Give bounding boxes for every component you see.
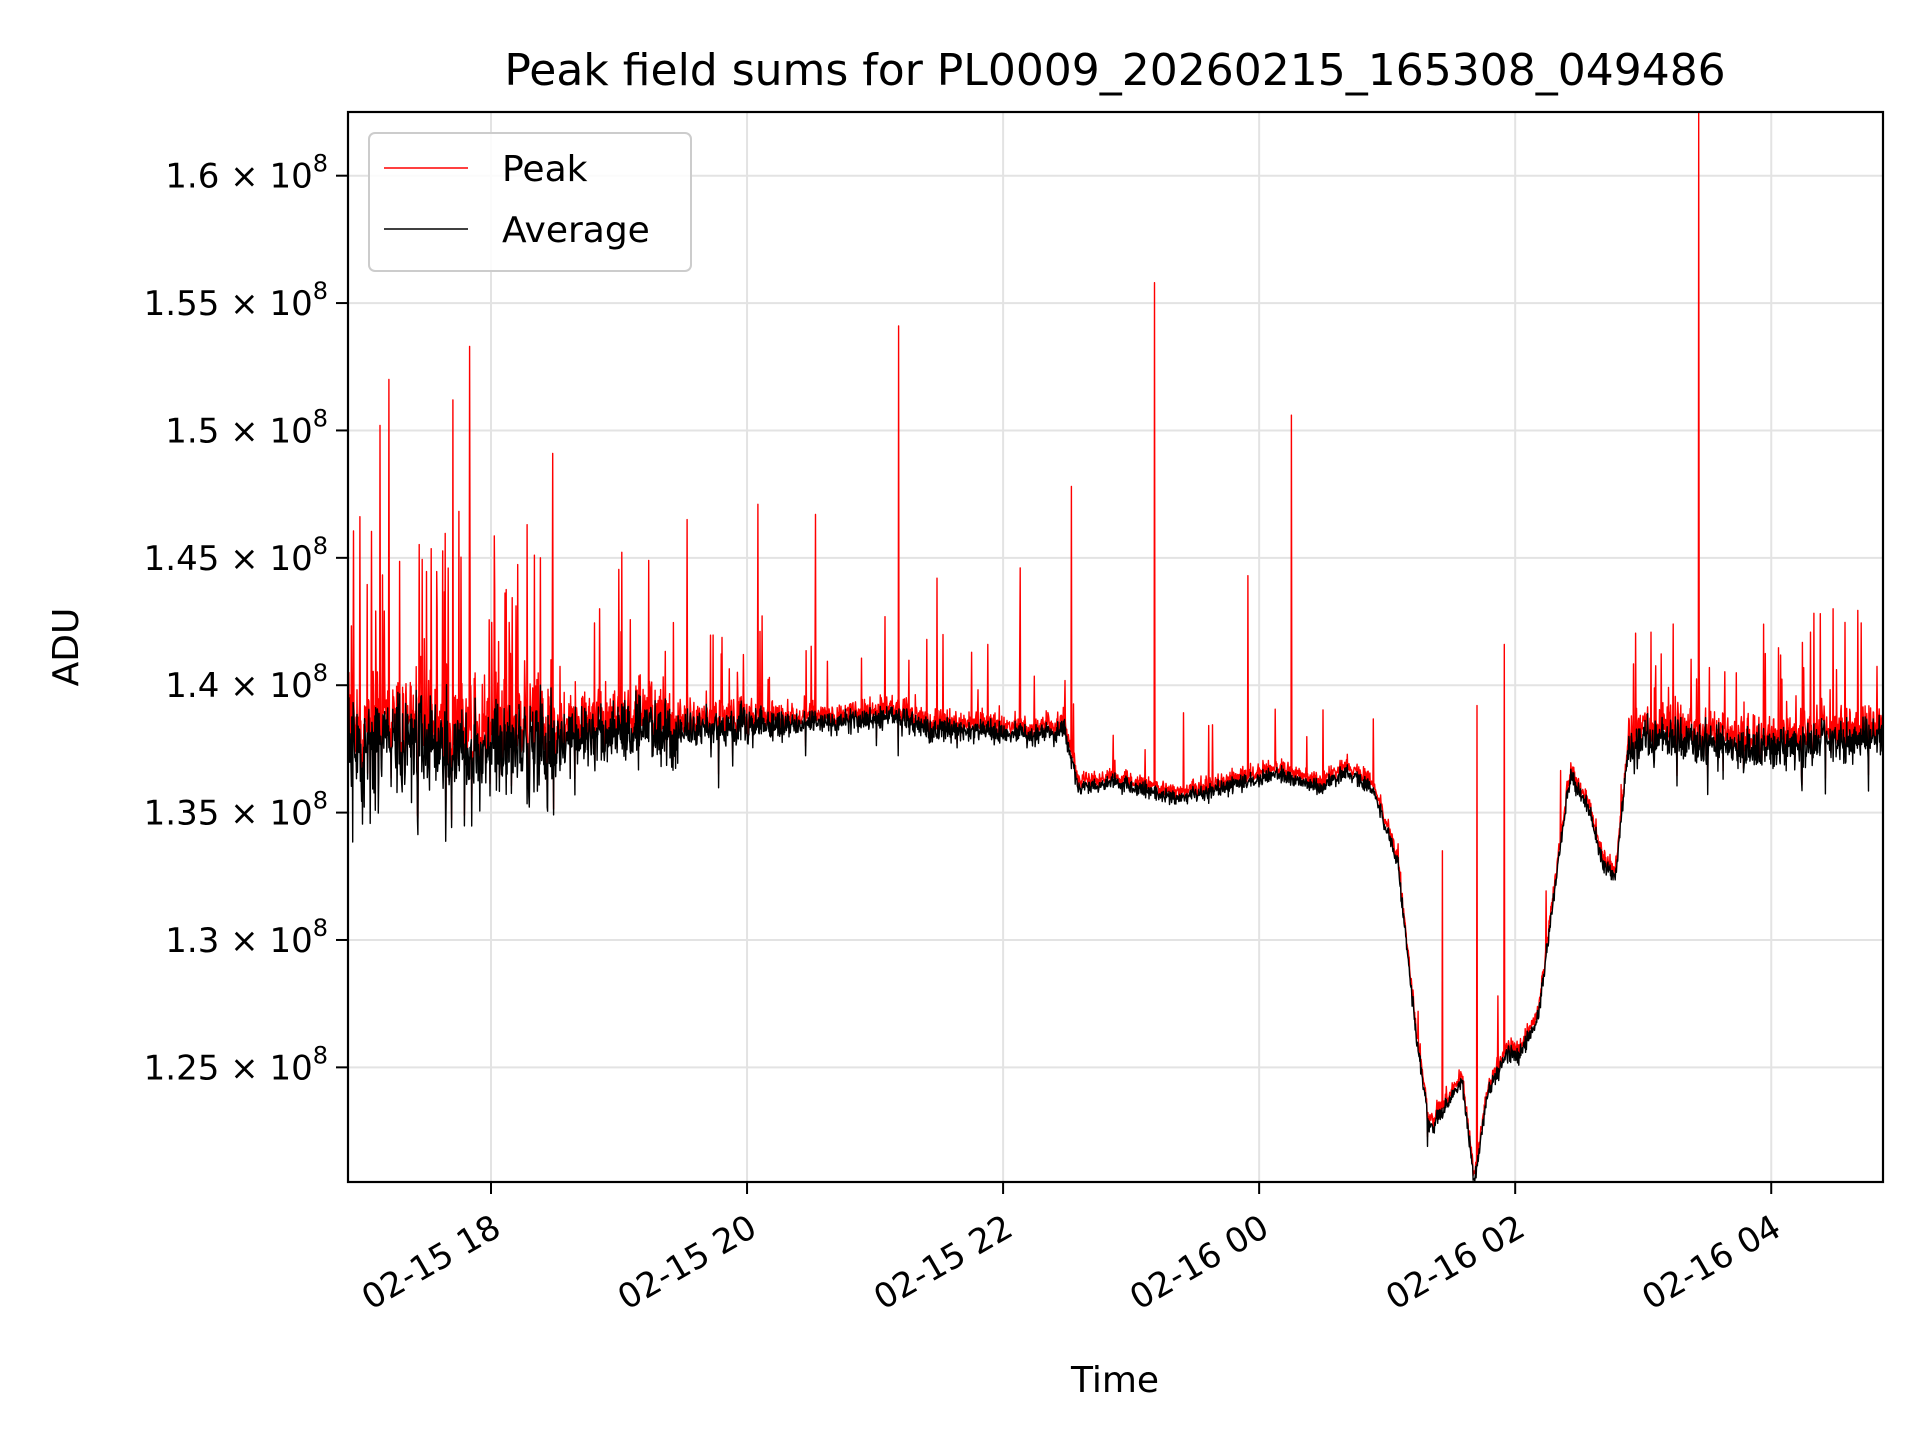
- x-axis: 02-15 18 02-15 20 02-15 22 02-16 00 02-16 02…: [355, 1182, 1788, 1318]
- y-axis: 1.25 × 108 1.3 × 108 1.35 × 108 1.4 × 108 1.…: [144, 150, 348, 1088]
- y-tick-label: 1.3 × 108: [165, 914, 328, 961]
- legend-label-peak: Peak: [502, 149, 588, 190]
- grid: [348, 112, 1883, 1182]
- chart-title: Peak field sums for PL0009_20260215_1653…: [504, 45, 1725, 96]
- y-axis-label: ADU: [46, 608, 87, 687]
- x-tick-label: 02-16 02: [1379, 1207, 1531, 1318]
- legend-label-average: Average: [502, 210, 650, 251]
- y-tick-label: 1.45 × 108: [144, 532, 328, 579]
- y-tick-label: 1.25 × 108: [144, 1041, 328, 1088]
- y-tick-label: 1.55 × 108: [144, 277, 328, 324]
- x-tick-label: 02-15 22: [867, 1207, 1019, 1318]
- y-tick-label: 1.4 × 108: [165, 659, 328, 706]
- x-tick-label: 02-15 20: [611, 1207, 763, 1318]
- x-tick-label: 02-15 18: [355, 1207, 507, 1318]
- x-tick-label: 02-16 00: [1123, 1207, 1275, 1318]
- y-tick-label: 1.5 × 108: [165, 404, 328, 451]
- y-tick-label: 1.6 × 108: [165, 150, 328, 197]
- y-tick-label: 1.35 × 108: [144, 787, 328, 834]
- legend: Peak Average: [368, 132, 692, 272]
- series-average-line: [347, 684, 1884, 1182]
- plot-frame: [346, 110, 1885, 1184]
- x-tick-label: 02-16 04: [1635, 1207, 1787, 1318]
- plot-area: [347, 111, 1884, 1182]
- x-axis-label: Time: [1070, 1360, 1159, 1401]
